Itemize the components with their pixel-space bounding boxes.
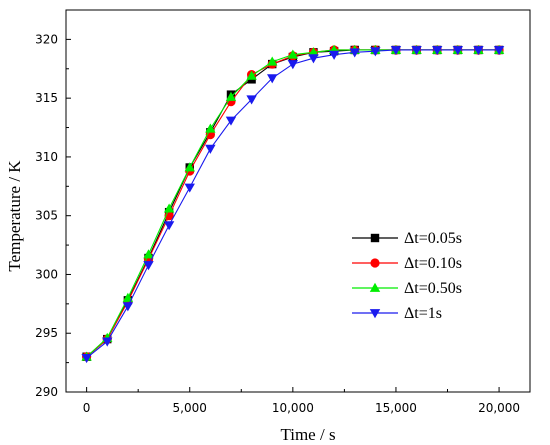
legend-marker-3 <box>369 282 381 292</box>
y-tick-label-3: 300 <box>35 267 58 281</box>
legend-marker-2 <box>370 258 380 268</box>
data-point-s4-9 <box>246 95 257 105</box>
plot-area <box>81 44 505 364</box>
data-point-s3-6 <box>184 162 195 172</box>
x-tick-label-1: 0 <box>83 401 91 415</box>
data-point-s4-8 <box>225 116 237 126</box>
y-tick-label-7: 320 <box>35 32 58 46</box>
data-point-s4-21 <box>493 46 505 56</box>
data-point-s4-19 <box>452 46 464 56</box>
x-axis-title: Time / s <box>280 425 335 444</box>
data-point-s3-3 <box>122 292 134 302</box>
y-tick-label-4: 305 <box>35 209 58 223</box>
data-point-s4-14 <box>349 48 360 58</box>
legend-label-1: Δt=0.05s <box>404 230 462 247</box>
y-tick-label-2: 295 <box>35 326 58 340</box>
data-point-s4-1 <box>81 354 92 364</box>
x-tick-label-3: 10,000 <box>272 401 314 415</box>
y-tick-label-1: 290 <box>35 385 58 399</box>
data-point-s4-11 <box>287 60 299 70</box>
data-point-s3-11 <box>287 49 299 59</box>
legend-label-3: Δt=0.50s <box>404 280 462 297</box>
data-point-s3-12 <box>308 47 319 57</box>
x-tick-label-4: 15,000 <box>375 401 417 415</box>
plot-frame <box>65 9 531 393</box>
axes: 0 5,000 10,000 15,000 20,000 290 295 300 305 310 3… <box>35 9 531 415</box>
data-point-s4-2 <box>102 337 113 347</box>
data-point-s4-20 <box>473 46 484 56</box>
data-point-s4-4 <box>143 261 154 271</box>
y-tick-label-5: 310 <box>35 150 58 164</box>
legend-label-2: Δt=0.10s <box>404 255 462 272</box>
y-axis-title: Temperature / K <box>5 160 24 272</box>
data-point-s4-13 <box>328 50 340 60</box>
data-point-s4-5 <box>163 221 175 231</box>
x-tick-label-5: 20,000 <box>478 401 520 415</box>
x-tick-label-2: 5,000 <box>173 401 207 415</box>
data-point-s4-16 <box>390 46 402 56</box>
data-point-s4-6 <box>184 183 195 193</box>
legend-marker-1 <box>370 233 380 243</box>
data-point-s4-17 <box>411 46 422 56</box>
data-point-s3-4 <box>143 249 154 259</box>
data-point-s3-9 <box>246 70 257 80</box>
legend: Δt=0.05s Δt=0.10s Δt=0.50s Δt=1s <box>352 230 462 322</box>
data-point-s3-10 <box>267 56 278 66</box>
data-point-s4-3 <box>122 302 134 312</box>
data-point-s3-8 <box>225 91 237 101</box>
data-point-s4-18 <box>432 46 443 56</box>
data-point-s4-15 <box>370 47 381 57</box>
y-tick-label-6: 315 <box>35 91 58 105</box>
legend-label-4: Δt=1s <box>404 305 442 322</box>
data-point-s3-5 <box>163 203 175 213</box>
data-point-s4-12 <box>308 54 319 64</box>
legend-marker-4 <box>369 309 381 319</box>
data-point-s3-7 <box>205 123 216 133</box>
data-point-s4-10 <box>267 74 278 84</box>
data-point-s4-7 <box>205 144 216 154</box>
